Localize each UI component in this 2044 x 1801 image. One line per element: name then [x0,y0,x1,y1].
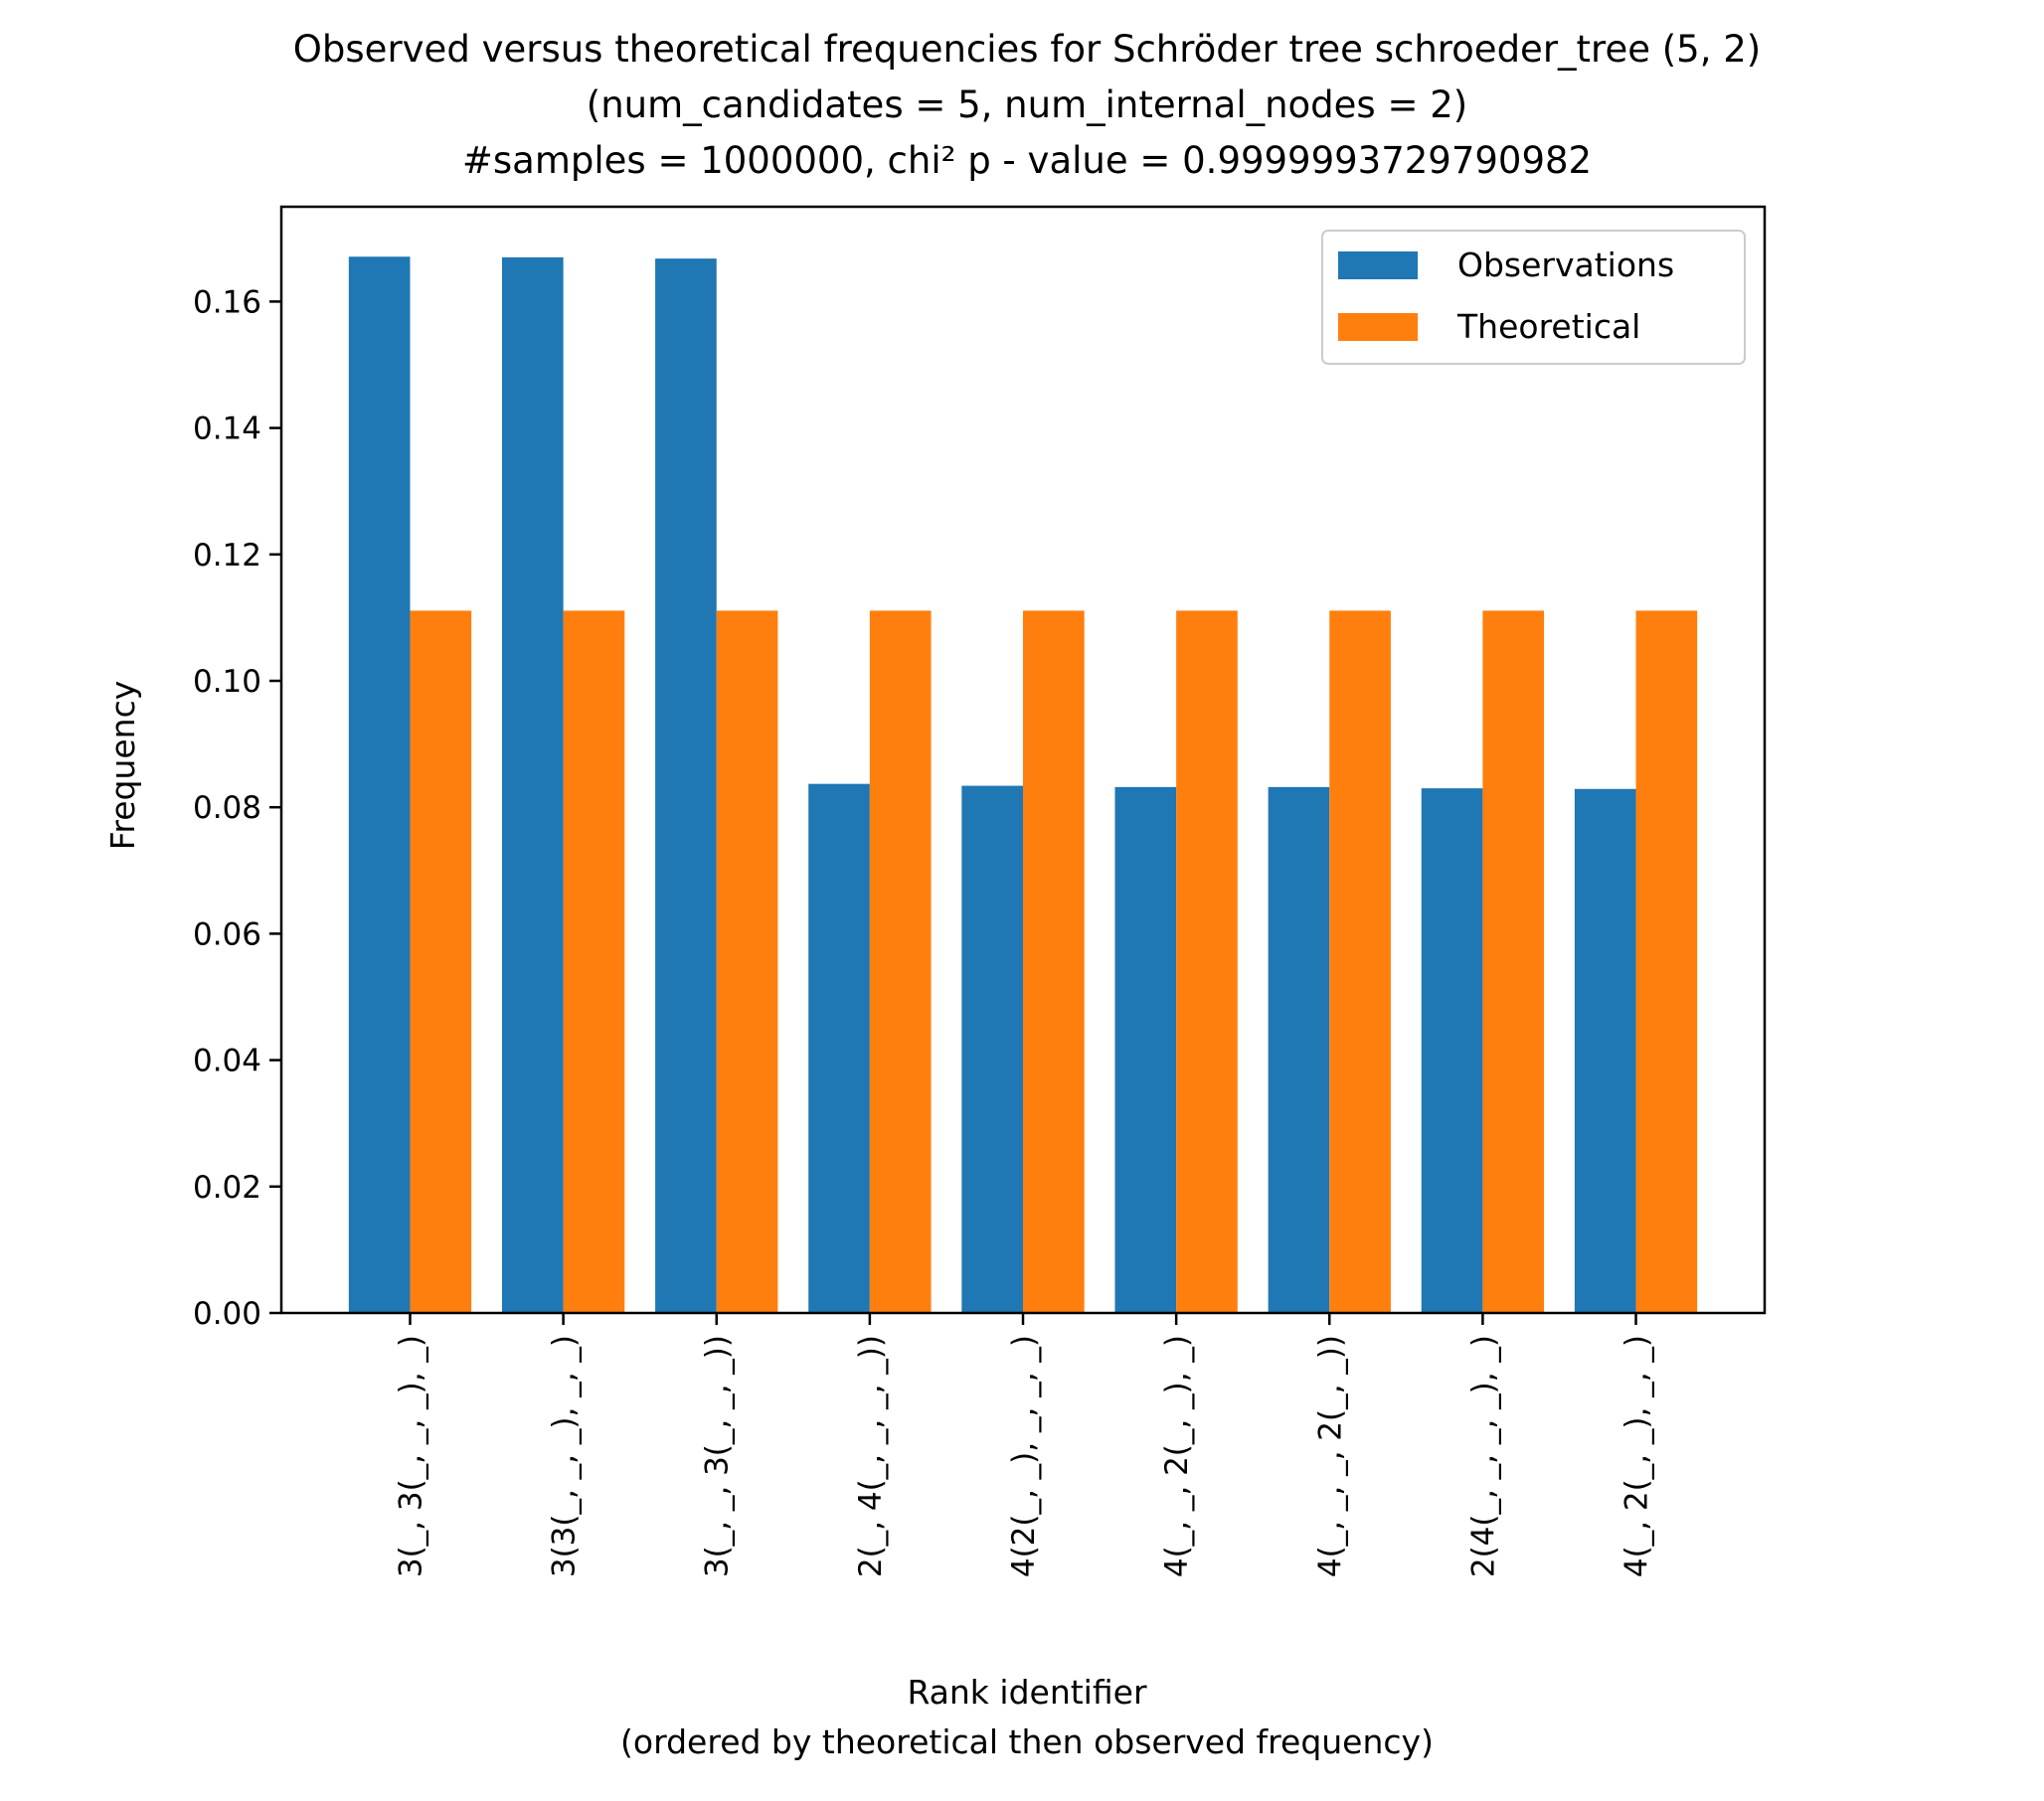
bar-theoretical-8 [1482,610,1545,1313]
bar-theoretical-7 [1329,610,1391,1313]
bar-theoretical-4 [869,610,932,1313]
y-tick-label-8: 0.14 [193,411,261,447]
bar-theoretical-3 [716,610,778,1313]
bar-observations-9 [1574,788,1636,1313]
bar-observations-7 [1268,786,1330,1313]
plot-frame [279,205,1767,1315]
chart-title: Observed versus theoretical frequencies … [293,28,1761,182]
x-tick-label-7: 4(_, _, _, 2(_, _)) [1312,1335,1348,1577]
legend: Observations Theoretical [1321,230,1746,365]
y-tick-label-1: 0.00 [193,1296,261,1332]
x-axis-label: Rank identifier (ordered by theoretical … [620,1673,1434,1761]
bar-theoretical-2 [563,610,625,1313]
x-axis-label-line-2: (ordered by theoretical then observed fr… [620,1722,1434,1761]
x-tick-label-2: 3(3(_, _, _), _, _) [547,1335,583,1577]
x-tick-label-6: 4(_, _, 2(_, _), _) [1159,1335,1195,1577]
bar-observations-1 [348,256,411,1313]
legend-swatch-theoretical [1338,313,1418,341]
x-tick-label-5: 4(2(_, _), _, _, _) [1006,1335,1042,1577]
bar-theoretical-1 [410,610,472,1313]
title-line-1: Observed versus theoretical frequencies … [293,28,1761,71]
x-tick-label-8: 2(4(_, _, _, _), _) [1465,1335,1501,1577]
bar-observations-6 [1114,786,1177,1313]
legend-box [1321,230,1746,365]
legend-swatch-observations [1338,251,1418,279]
bar-theoretical-5 [1023,610,1085,1313]
x-axis-label-line-1: Rank identifier [907,1673,1146,1712]
x-tick-label-1: 3(_, 3(_, _, _), _) [393,1335,428,1577]
bars-layer [348,256,1698,1314]
bar-theoretical-9 [1635,610,1698,1313]
bar-observations-4 [808,783,870,1313]
y-tick-label-4: 0.06 [193,916,261,952]
legend-label-observations: Observations [1457,246,1674,284]
x-tick-label-3: 3(_, _, 3(_, _, _)) [700,1335,736,1577]
y-tick-label-7: 0.12 [193,538,261,573]
y-tick-label-9: 0.16 [193,284,261,320]
title-line-3: #samples = 1000000, chi² p - value = 0.9… [462,139,1592,182]
y-tick-label-3: 0.04 [193,1044,261,1079]
x-tick-label-4: 2(_, 4(_, _, _, _)) [853,1335,889,1577]
y-tick-label-2: 0.02 [193,1170,261,1206]
y-tick-label-5: 0.08 [193,790,261,826]
bar-observations-5 [961,785,1023,1313]
bar-theoretical-6 [1176,610,1238,1313]
title-line-2: (num_candidates = 5, num_internal_nodes … [587,83,1467,126]
bar-observations-2 [501,256,564,1313]
x-axis: 3(_, 3(_, _, _), _) 3(3(_, _, _), _, _) 3(… [393,1313,1655,1577]
y-axis-label: Frequency [103,681,142,850]
x-tick-label-9: 4(_, 2(_, _), _, _) [1619,1335,1655,1577]
legend-label-theoretical: Theoretical [1456,307,1640,346]
bar-observations-8 [1421,788,1483,1313]
bar-observations-3 [655,258,717,1314]
y-tick-label-6: 0.10 [193,664,261,700]
y-axis: 0.00 0.02 0.04 0.06 0.08 0.10 0.12 0.14 0.16 [193,284,281,1332]
